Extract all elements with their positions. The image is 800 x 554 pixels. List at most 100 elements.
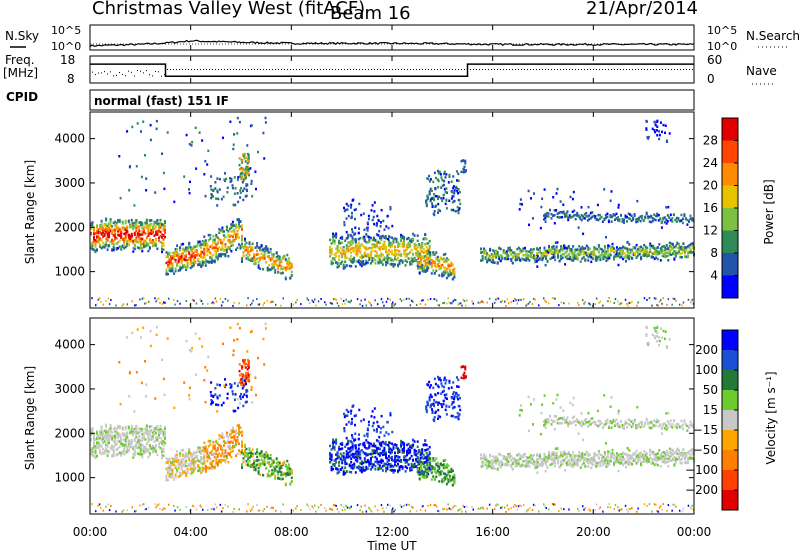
scatter-cell (442, 253, 445, 256)
scatter-cell (548, 245, 550, 248)
scatter-cell (114, 436, 117, 439)
scatter-cell (677, 218, 680, 221)
scatter-cell (571, 197, 574, 201)
scatter-cell (244, 237, 246, 241)
scatter-cell (597, 255, 600, 258)
scatter-cell (537, 251, 540, 255)
scatter-cell (359, 303, 361, 306)
scatter-cell (161, 447, 163, 451)
scatter-cell (606, 212, 609, 215)
scatter-cell (253, 262, 256, 266)
scatter-cell (218, 177, 221, 181)
scatter-cell (544, 214, 547, 217)
scatter-cell (159, 430, 162, 433)
scatter-cell (543, 188, 546, 191)
scatter-cell (594, 303, 597, 306)
scatter-cell (127, 426, 130, 430)
scatter-cell (138, 427, 141, 430)
scatter-cell (658, 300, 661, 303)
scatter-cell (234, 203, 237, 207)
scatter-cell (127, 220, 130, 224)
scatter-cell (129, 236, 132, 240)
scatter-cell (132, 447, 135, 450)
nave-dot (680, 69, 681, 70)
scatter-cell (688, 244, 691, 247)
scatter-cell (345, 247, 348, 251)
scatter-cell (94, 438, 97, 441)
scatter-cell (457, 211, 460, 215)
scatter-cell (251, 257, 254, 260)
scatter-cell (108, 234, 111, 237)
scatter-cell (495, 253, 498, 257)
scatter-cell (180, 449, 183, 452)
scatter-cell (171, 262, 174, 266)
scatter-cell (346, 300, 349, 303)
scatter-cell (336, 266, 339, 269)
scatter-cell (118, 445, 121, 448)
scatter-cell (179, 471, 182, 474)
scatter-cell (490, 256, 493, 260)
scatter-cell (605, 259, 608, 262)
scatter-cell (224, 449, 227, 452)
scatter-cell (286, 468, 289, 471)
scatter-cell (359, 263, 362, 266)
scatter-cell (682, 242, 685, 245)
scatter-cell (138, 230, 141, 233)
scatter-cell (443, 172, 446, 176)
scatter-cell (231, 426, 234, 430)
scatter-cell (385, 225, 388, 228)
scatter-cell (335, 461, 338, 464)
scatter-cell (687, 251, 689, 255)
nave-dot (200, 69, 201, 70)
scatter-cell (176, 453, 179, 457)
scatter-cell (351, 228, 353, 231)
scatter-cell (179, 267, 182, 270)
scatter-cell (659, 259, 662, 262)
scatter-cell (278, 257, 281, 261)
scatter-cell (368, 254, 371, 258)
scatter-cell (648, 220, 651, 223)
scatter-cell (186, 464, 189, 468)
scatter-cell (144, 232, 147, 235)
scatter-cell (115, 236, 118, 240)
scatter-cell (242, 198, 245, 202)
scatter-cell (498, 255, 501, 259)
scatter-cell (161, 223, 163, 226)
scatter-cell (246, 183, 249, 187)
nave-dot (503, 69, 504, 70)
nave-dot (458, 69, 459, 70)
scatter-cell (97, 240, 100, 244)
scatter-cell (385, 263, 387, 267)
scatter-cell (106, 436, 109, 439)
scatter-cell (400, 254, 403, 257)
scatter-cell (624, 216, 627, 219)
scatter-cell (410, 299, 413, 302)
scatter-cell (622, 249, 624, 253)
scatter-cell (242, 245, 245, 249)
scatter-cell (130, 440, 133, 444)
scatter-cell (496, 297, 498, 300)
scatter-cell (546, 249, 549, 253)
scatter-cell (159, 301, 161, 304)
scatter-cell (114, 430, 117, 433)
scatter-cell (189, 463, 192, 466)
scatter-cell (525, 304, 527, 307)
scatter-cell (99, 245, 102, 248)
scatter-cell (246, 162, 249, 165)
scatter-cell (368, 256, 371, 259)
scatter-cell (127, 443, 130, 446)
scatter-cell (573, 256, 576, 259)
scatter-cell (555, 250, 558, 254)
scatter-cell (126, 241, 129, 244)
scatter-cell (112, 243, 115, 246)
scatter-cell (170, 258, 172, 261)
scatter-cell (628, 256, 631, 259)
scatter-cell (153, 447, 156, 450)
scatter-cell (447, 258, 450, 261)
scatter-cell (167, 466, 169, 470)
scatter-cell (130, 239, 133, 243)
nave-dot (257, 69, 258, 70)
scatter-cell (632, 218, 635, 221)
scatter-cell (227, 233, 230, 236)
scatter-cell (210, 188, 213, 191)
